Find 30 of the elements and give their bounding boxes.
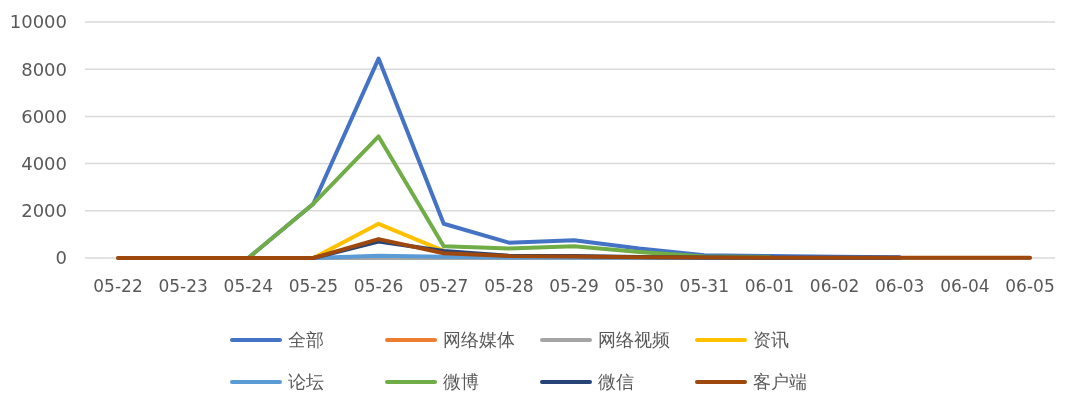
x-tick-label: 06-05 — [1005, 276, 1055, 296]
x-tick-label: 06-03 — [875, 276, 925, 296]
legend-label: 微博 — [443, 371, 479, 393]
y-tick-label: 2000 — [21, 200, 67, 222]
line-series — [116, 237, 1032, 260]
x-tick-label: 05-31 — [679, 276, 729, 296]
x-tick-label: 05-26 — [353, 276, 404, 296]
x-tick-label: 05-29 — [549, 276, 599, 296]
x-tick-label: 05-30 — [614, 276, 664, 296]
legend-label: 客户端 — [753, 371, 807, 393]
x-tick-label: 05-25 — [288, 276, 339, 296]
y-tick-label: 0 — [55, 247, 67, 269]
legend-label: 全部 — [288, 329, 324, 351]
y-tick-label: 10000 — [9, 11, 67, 33]
legend-label: 资讯 — [753, 329, 789, 351]
legend-label: 论坛 — [288, 371, 324, 393]
x-tick-label: 05-24 — [223, 276, 273, 296]
x-tick-label: 05-28 — [484, 276, 534, 296]
x-tick-label: 05-23 — [158, 276, 208, 296]
y-tick-label: 4000 — [21, 152, 67, 174]
x-tick-label: 05-27 — [419, 276, 469, 296]
x-tick-label: 06-02 — [809, 276, 860, 296]
y-tick-label: 8000 — [21, 58, 67, 80]
legend-label: 微信 — [598, 371, 634, 393]
legend-label: 网络视频 — [598, 329, 670, 351]
y-tick-label: 6000 — [21, 105, 67, 127]
x-tick-label: 06-01 — [744, 276, 795, 296]
legend-label: 网络媒体 — [443, 329, 515, 351]
x-tick-label: 05-22 — [93, 276, 143, 296]
x-tick-label: 06-04 — [940, 276, 990, 296]
